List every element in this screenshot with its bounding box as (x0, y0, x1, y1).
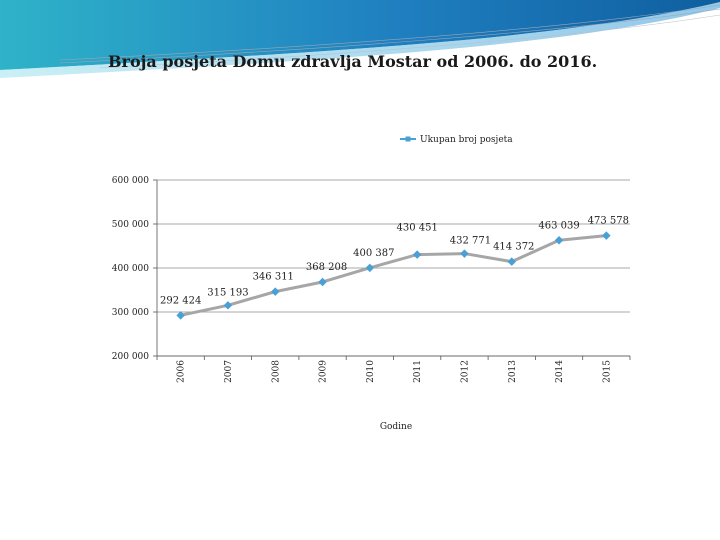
data-label-2015: 473 578 (588, 216, 629, 227)
data-label-2008: 346 311 (253, 272, 294, 283)
y-tick-label: 500 000 (112, 220, 149, 230)
data-labels: 292 424 315 193 346 311 368 208 400 387 430 4… (160, 216, 629, 307)
data-label-2009: 368 208 (306, 262, 347, 273)
x-tick-label: 2007 (224, 360, 234, 383)
legend-marker (405, 136, 411, 142)
x-tick-label: 2014 (555, 360, 565, 383)
x-axis-title: Godine (380, 422, 412, 432)
data-label-2006: 292 424 (160, 295, 201, 306)
data-point-2007 (223, 301, 233, 310)
page-title: Broja posjeta Domu zdravlja Mostar od 20… (108, 52, 598, 71)
gridlines (157, 179, 630, 357)
data-label-2007: 315 193 (207, 287, 248, 298)
data-point-2015 (602, 231, 611, 240)
data-point-2013 (507, 257, 516, 266)
data-label-2012: 432 771 (450, 236, 491, 247)
x-tick-label: 2011 (413, 360, 423, 383)
data-point-2009 (318, 277, 327, 287)
x-tick-label: 2009 (319, 360, 329, 383)
x-tick-label: 2006 (177, 360, 187, 383)
x-tick-label: 2015 (602, 360, 612, 383)
axes: 200 000 300 000 400 000 500 000 600 000 2006 2… (112, 176, 631, 383)
legend: Ukupan broj posjeta (400, 135, 513, 145)
data-point-2012 (460, 249, 469, 258)
y-tick-label: 300 000 (112, 308, 149, 318)
data-point-2006 (176, 311, 185, 320)
x-tick-label: 2013 (508, 360, 518, 383)
header-decoration (0, 0, 720, 78)
data-point-2011 (412, 250, 422, 259)
x-tick-label: 2010 (366, 360, 376, 383)
data-point-2008 (271, 287, 280, 296)
data-label-2011: 430 451 (396, 223, 437, 234)
y-tick-label: 200 000 (112, 352, 149, 362)
data-label-2014: 463 039 (538, 220, 579, 231)
data-label-2013: 414 372 (493, 242, 534, 253)
series-line (180, 234, 607, 317)
y-tick-label: 400 000 (112, 264, 149, 274)
data-point-2010 (365, 263, 375, 273)
series-ukupan-broj-posjeta (176, 231, 611, 320)
data-label-2010: 400 387 (353, 248, 394, 259)
y-tick-label: 600 000 (112, 176, 149, 186)
x-tick-label: 2008 (271, 360, 281, 383)
x-tick-label: 2012 (460, 360, 470, 383)
legend-label: Ukupan broj posjeta (420, 135, 513, 145)
